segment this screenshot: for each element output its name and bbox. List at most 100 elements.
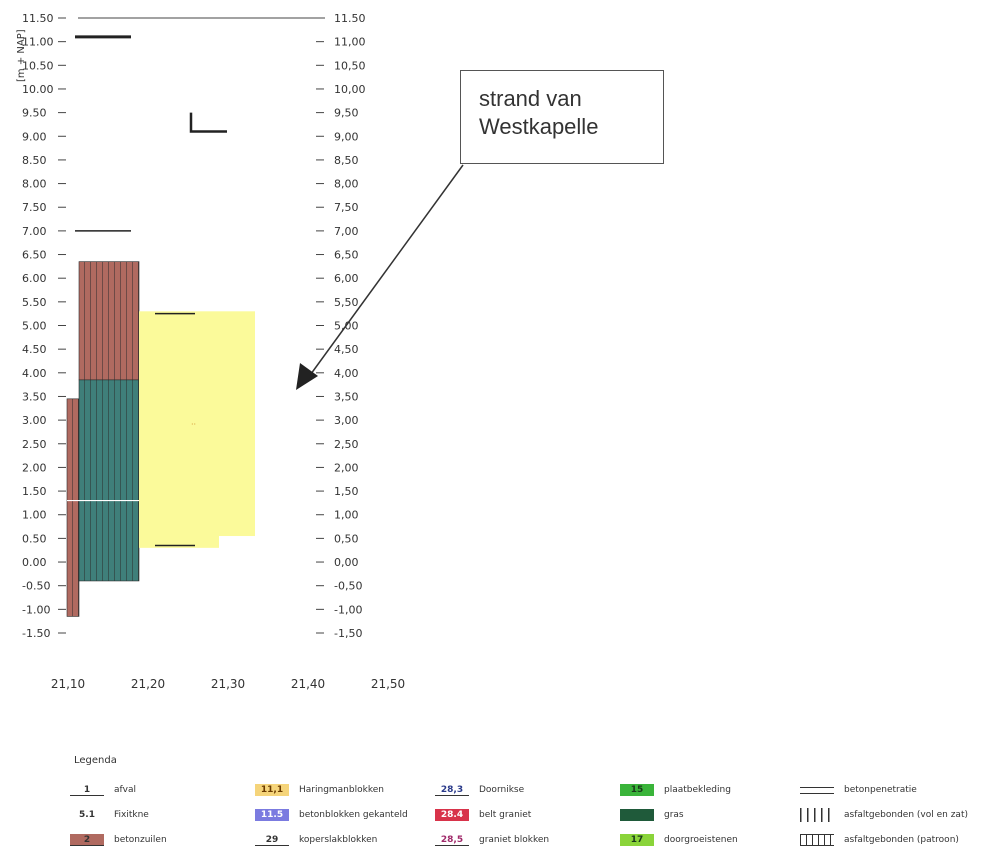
y-tick-right: -0,50 [334, 580, 362, 593]
y-tick-left: 10.50 [22, 59, 54, 72]
y-tick-right: 11,00 [334, 36, 366, 49]
legend-label: asfaltgebonden (patroon) [844, 835, 959, 845]
legend-swatch [800, 834, 834, 846]
revetment-blocks: ·· [66, 261, 255, 617]
legend-label: plaatbekleding [664, 785, 731, 795]
legend-item: 29 koperslakblokken [255, 832, 377, 848]
y-tick-left: 3.50 [22, 390, 47, 403]
y-tick-left: 9.50 [22, 107, 47, 120]
x-tick: 21,10 [51, 677, 85, 691]
x-axis: 21,10 21,20 21,30 21,40 21,50 [51, 677, 405, 691]
legend-label: koperslakblokken [299, 835, 378, 845]
y-tick-right: -1,50 [334, 627, 362, 640]
legend-swatch [620, 809, 654, 821]
y-tick-right: 7,00 [334, 225, 359, 238]
y-tick-left: 6.50 [22, 249, 47, 262]
legend-item: betonpenetratie [800, 782, 917, 798]
y-tick-left: 7.00 [22, 225, 47, 238]
revetment-block [219, 311, 255, 537]
legend-label: Doornikse [479, 785, 525, 795]
y-tick-right: 2,00 [334, 461, 359, 474]
legend-label: betonpenetratie [844, 785, 917, 795]
y-tick-right: -1,00 [334, 603, 362, 616]
legend-item: asfaltgebonden (vol en zat) [800, 807, 968, 823]
legend-item: 5.1 Fixitkne [70, 807, 149, 823]
y-tick-left: 5.00 [22, 320, 47, 333]
legend-swatch: 1 [70, 784, 104, 796]
y-tick-right: 9,50 [334, 107, 359, 120]
legend-swatch: 5.1 [79, 810, 95, 820]
y-axis-title-text: [m + NAP] [16, 29, 27, 82]
callout-box: strand van Westkapelle [460, 70, 664, 164]
legend-label: betonzuilen [114, 835, 167, 845]
y-tick-left: 10.00 [22, 83, 54, 96]
y-axis-left: 11.50 11.00 10.50 10.00 9.50 9.00 8.50 8.00 7.50… [22, 12, 66, 640]
y-tick-right: 0,00 [334, 556, 359, 569]
y-tick-left: 4.00 [22, 367, 47, 380]
y-axis-title: [m + NAP] [16, 29, 27, 82]
legend-item: 11.5 betonblokken gekanteld [255, 807, 408, 823]
legend-item: 1 afval [70, 782, 136, 798]
y-tick-left: 0.00 [22, 556, 47, 569]
legend-swatch: 15 [620, 784, 654, 796]
arrow-head [296, 363, 318, 390]
y-tick-left: 2.00 [22, 461, 47, 474]
y-tick-right: 9,00 [334, 130, 359, 143]
y-tick-right: 0,50 [334, 532, 359, 545]
y-tick-right: 2,50 [334, 438, 359, 451]
legend: Legenda 1 afval 5.1 Fixitkne 2 betonzuilen 11,… [70, 755, 985, 850]
legend-item: gras [620, 807, 684, 823]
y-tick-left: 5.50 [22, 296, 47, 309]
y-tick-right: 7,50 [334, 201, 359, 214]
y-tick-right: 11.50 [334, 12, 366, 25]
y-tick-left: 1.00 [22, 509, 47, 522]
y-tick-right: 8,50 [334, 154, 359, 167]
legend-swatch: 17 [620, 834, 654, 846]
revetment-block [139, 311, 219, 548]
legend-item: asfaltgebonden (patroon) [800, 832, 959, 848]
legend-swatch: 28.4 [435, 809, 469, 821]
y-tick-left: -1.00 [22, 603, 50, 616]
x-tick: 21,20 [131, 677, 165, 691]
arrow-line [307, 164, 464, 379]
y-tick-left: 8.00 [22, 178, 47, 191]
y-tick-left: -1.50 [22, 627, 50, 640]
revetment-block [66, 398, 80, 617]
legend-item: 11,1 Haringmanblokken [255, 782, 384, 798]
y-tick-left: 6.00 [22, 272, 47, 285]
legend-label: afval [114, 785, 137, 795]
y-tick-left: 11.00 [22, 36, 54, 49]
y-tick-left: 11.50 [22, 12, 54, 25]
legend-swatch: 2 [70, 834, 104, 846]
legend-label: gras [664, 810, 684, 820]
callout-line-2: Westkapelle [479, 114, 599, 139]
level-marks [75, 17, 325, 547]
legend-label: Fixitkne [114, 810, 149, 820]
legend-item: 28,5 graniet blokken [435, 832, 549, 848]
x-tick: 21,40 [291, 677, 325, 691]
y-tick-left: 4.50 [22, 343, 47, 356]
callout-line-1: strand van [479, 86, 582, 111]
x-tick: 21,50 [371, 677, 405, 691]
legend-label: betonblokken gekanteld [299, 810, 408, 820]
y-tick-right: 3,00 [334, 414, 359, 427]
revetment-block [78, 379, 140, 582]
y-tick-left: 8.50 [22, 154, 47, 167]
legend-item: 28,3 Doornikse [435, 782, 524, 798]
legend-swatch: 11.5 [255, 809, 289, 821]
y-tick-right: 4,00 [334, 367, 359, 380]
y-tick-right: 10,50 [334, 59, 366, 72]
y-tick-right: 10,00 [334, 83, 366, 96]
corner-mark [189, 112, 227, 133]
legend-swatch: 11,1 [255, 784, 289, 796]
legend-label: Haringmanblokken [299, 785, 384, 795]
y-tick-left: 1.50 [22, 485, 47, 498]
y-tick-right: 5,50 [334, 296, 359, 309]
chart-svg: [m + NAP] 11.50 11.00 10.50 10.00 9.50 9.00 8.… [16, 12, 464, 691]
y-tick-left: 7.50 [22, 201, 47, 214]
legend-swatch: 29 [255, 834, 289, 846]
legend-label: belt graniet [479, 810, 532, 820]
legend-label: graniet blokken [479, 835, 550, 845]
legend-swatch [800, 786, 834, 794]
y-tick-right: 8,00 [334, 178, 359, 191]
